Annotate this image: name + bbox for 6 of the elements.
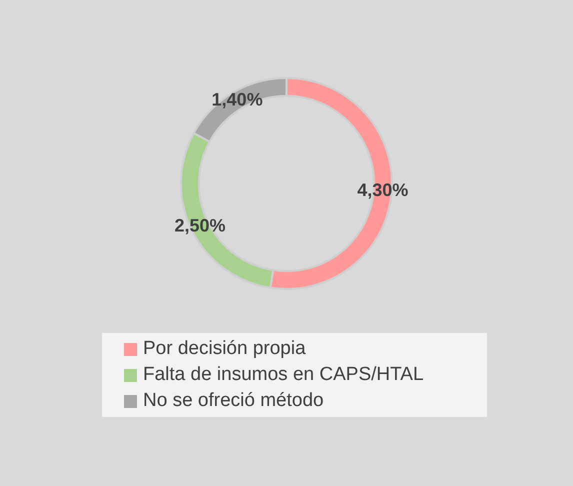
data-label: 4,30% bbox=[357, 180, 408, 200]
legend-label: Por decisión propia bbox=[143, 337, 306, 361]
legend-label: Falta de insumos en CAPS/HTAL bbox=[143, 363, 424, 387]
legend-label: No se ofreció método bbox=[143, 389, 324, 413]
data-label: 2,50% bbox=[174, 215, 226, 236]
data-label: 1,40% bbox=[212, 89, 263, 110]
